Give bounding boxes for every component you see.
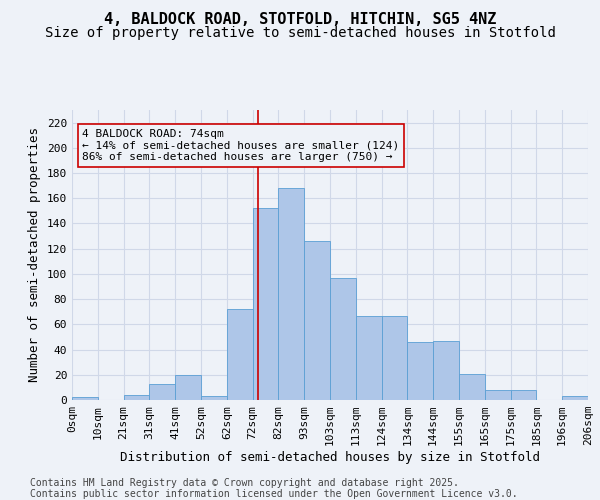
Bar xyxy=(356,316,382,400)
Text: 4 BALDOCK ROAD: 74sqm
← 14% of semi-detached houses are smaller (124)
86% of sem: 4 BALDOCK ROAD: 74sqm ← 14% of semi-deta… xyxy=(82,129,400,162)
Bar xyxy=(72,398,98,400)
Bar xyxy=(511,390,536,400)
Text: Size of property relative to semi-detached houses in Stotfold: Size of property relative to semi-detach… xyxy=(44,26,556,40)
Bar xyxy=(330,278,356,400)
Text: 4, BALDOCK ROAD, STOTFOLD, HITCHIN, SG5 4NZ: 4, BALDOCK ROAD, STOTFOLD, HITCHIN, SG5 … xyxy=(104,12,496,28)
Bar xyxy=(382,316,407,400)
Bar xyxy=(124,395,149,400)
Bar xyxy=(562,396,588,400)
Bar xyxy=(201,396,227,400)
Bar xyxy=(227,309,253,400)
Bar xyxy=(485,390,511,400)
Bar xyxy=(433,340,459,400)
Y-axis label: Number of semi-detached properties: Number of semi-detached properties xyxy=(28,128,41,382)
Bar xyxy=(304,241,330,400)
Bar xyxy=(407,342,433,400)
Text: Contains HM Land Registry data © Crown copyright and database right 2025.
Contai: Contains HM Land Registry data © Crown c… xyxy=(30,478,518,499)
Bar xyxy=(459,374,485,400)
Bar xyxy=(278,188,304,400)
X-axis label: Distribution of semi-detached houses by size in Stotfold: Distribution of semi-detached houses by … xyxy=(120,451,540,464)
Bar xyxy=(175,375,201,400)
Bar xyxy=(149,384,175,400)
Bar xyxy=(253,208,278,400)
